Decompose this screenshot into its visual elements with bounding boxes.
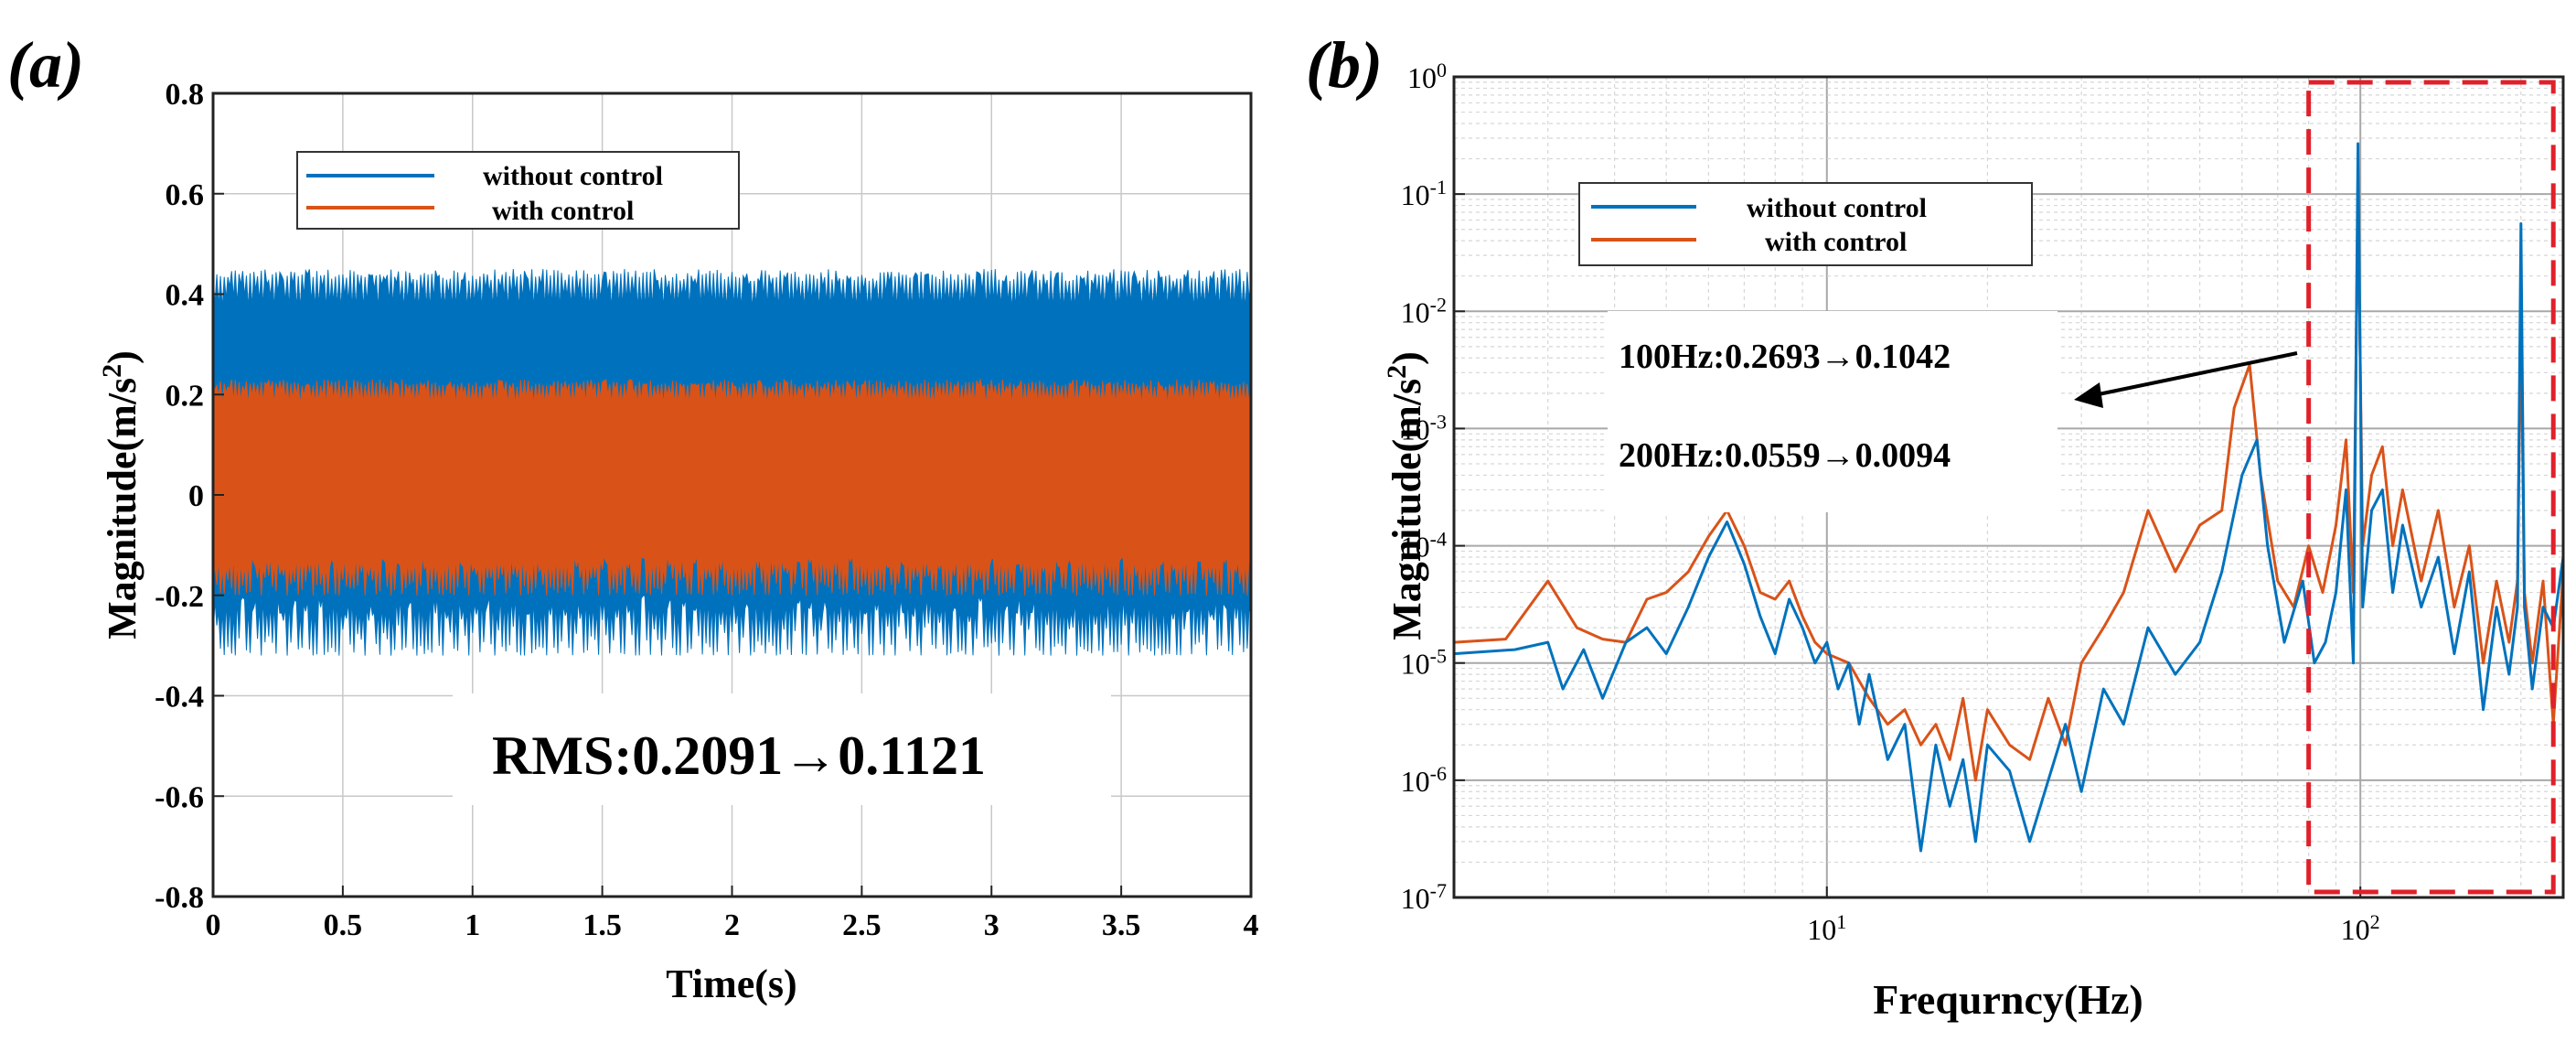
signal-a [213, 268, 1251, 656]
annotation-arrow [2093, 351, 2298, 397]
x-tick-base: 10 [2341, 913, 2370, 946]
y-axis-label-a: Magnitude(m/s2) [97, 350, 145, 639]
y-tick-exponent: 0 [1437, 59, 1447, 81]
y-tick-label: 10-6 [1401, 761, 1447, 798]
y-tick-exponent: -2 [1430, 293, 1447, 316]
y-tick-label: 0 [188, 479, 204, 513]
panel-a: (a) 0 0.5 1 1.5 2 2.5 3 3.5 4 -0.8 -0.6 -0.4 -0.2 0 0.… [7, 28, 1259, 1006]
y-tick-label: -0.2 [155, 580, 204, 614]
rms-annotation: RMS:0.2091→0.1121 [492, 725, 986, 786]
y-tick-exponent: -3 [1430, 410, 1447, 433]
x-tick-label: 3.5 [1102, 908, 1141, 942]
y-tick-label: 0.6 [166, 178, 205, 212]
legend-a-label-without: without control [483, 161, 663, 191]
x-tick-label: 3 [984, 908, 999, 942]
x-tick-label: 2 [724, 908, 740, 942]
freq-annotation-100hz: 100Hz:0.2693→0.1042 [1619, 338, 1951, 376]
panel-a-label: (a) [7, 28, 84, 102]
axes-frame-b [1452, 75, 2565, 899]
y-tick-base: 10 [1401, 178, 1430, 211]
y-axis-label-a-sup: 2 [97, 364, 127, 378]
x-tick-label: 1 [465, 908, 480, 942]
panel-b: (b) 101 10210-710-610-510-410-310-210-110… [1306, 28, 2565, 1023]
y-tick-base: 10 [1401, 531, 1430, 564]
y-tick-label: 0.8 [166, 78, 205, 112]
x-tick-label: 4 [1244, 908, 1259, 942]
y-axis-label-b-main: Magnitude(m/s [1384, 379, 1429, 640]
x-tick-label: 1.5 [583, 908, 622, 942]
x-tick-label: 0.5 [324, 908, 363, 942]
x-tick-base: 10 [1807, 913, 1836, 946]
series-with-control-b [1454, 190, 2563, 782]
y-tick-label: 0.2 [166, 379, 205, 413]
y-tick-label: -0.6 [155, 780, 204, 814]
series-without-control-b [1454, 142, 2563, 853]
y-tick-label: -0.4 [155, 681, 204, 714]
annotation-arrowhead [2074, 382, 2103, 408]
legend-b-box [1578, 182, 2033, 266]
legend-b-label-without: without control [1747, 193, 1927, 223]
x-tick-label: 101 [1807, 910, 1846, 947]
y-tick-label: 10-4 [1401, 527, 1447, 564]
y-axis-label-a-main: Magnitude(m/s [100, 378, 144, 639]
y-tick-label: 10-3 [1401, 410, 1447, 446]
legend-b: without control with control [1578, 182, 2033, 266]
legend-a-box [296, 151, 740, 230]
freq-annotation-200hz: 200Hz:0.0559→0.0094 [1619, 436, 1951, 475]
freq-annotation-bg [1608, 311, 2058, 512]
panel-b-label: (b) [1306, 28, 1383, 102]
y-tick-base: 10 [1407, 61, 1437, 94]
y-tick-exponent: -6 [1430, 761, 1447, 784]
x-tick-exponent: 1 [1836, 910, 1846, 933]
y-tick-label: 0.4 [166, 279, 205, 313]
ticks-a: 0 0.5 1 1.5 2 2.5 3 3.5 4 -0.8 -0.6 -0.4 -0.2 0 0.2 0.4… [155, 78, 1258, 942]
y-tick-base: 10 [1401, 413, 1430, 446]
legend-a-label-with: with control [492, 196, 634, 226]
x-tick-exponent: 2 [2370, 910, 2380, 933]
y-tick-exponent: -4 [1430, 527, 1447, 550]
legend-a: without control with control [296, 151, 740, 230]
y-tick-base: 10 [1401, 765, 1430, 798]
series-with-control-a [213, 378, 1251, 596]
y-tick-base: 10 [1401, 882, 1430, 915]
x-tick-label: 2.5 [842, 908, 882, 942]
y-tick-label: 10-7 [1401, 879, 1447, 916]
x-axis-label-b: Frequrncy(Hz) [1873, 976, 2143, 1023]
y-axis-label-b-sup: 2 [1382, 365, 1412, 379]
y-tick-label: 10-1 [1401, 176, 1447, 212]
x-axis-label-a: Time(s) [666, 961, 796, 1006]
y-axis-label-b: Magnitude(m/s2) [1382, 351, 1430, 640]
y-tick-label: 10-2 [1401, 293, 1447, 329]
rms-annotation-bg [453, 693, 1111, 805]
legend-b-label-with: with control [1765, 227, 1907, 257]
series-b [1454, 142, 2563, 853]
y-tick-exponent: -7 [1430, 879, 1447, 902]
highlight-region [2306, 80, 2556, 895]
y-tick-label: 10-5 [1401, 644, 1447, 681]
y-tick-label: 100 [1407, 59, 1447, 95]
y-tick-base: 10 [1401, 648, 1430, 681]
x-tick-label: 102 [2341, 910, 2380, 947]
y-tick-base: 10 [1401, 295, 1430, 328]
y-tick-exponent: -5 [1430, 644, 1447, 667]
y-tick-exponent: -1 [1430, 176, 1447, 199]
x-tick-label: 0 [206, 908, 221, 942]
y-axis-label-a-close: ) [100, 350, 144, 364]
y-tick-label: -0.8 [155, 881, 204, 915]
y-axis-label-b-close: ) [1384, 351, 1429, 365]
